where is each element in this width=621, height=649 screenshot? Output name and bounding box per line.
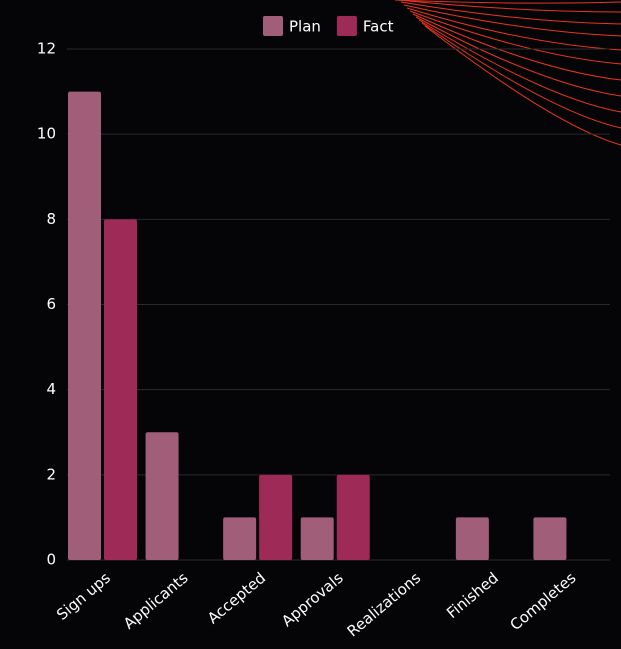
bar xyxy=(104,219,137,561)
y-tick-label: 0 xyxy=(46,551,56,569)
x-tick-label: Completes xyxy=(506,569,579,634)
y-tick-label: 6 xyxy=(46,295,56,313)
bar xyxy=(259,474,293,560)
y-tick-label: 10 xyxy=(37,125,56,143)
bar xyxy=(455,517,489,560)
bar xyxy=(300,517,334,560)
bar xyxy=(223,517,257,560)
y-tick-label: 8 xyxy=(46,210,56,228)
y-tick-label: 12 xyxy=(37,40,56,58)
x-tick-label: Applicants xyxy=(120,569,192,633)
y-tick-label: 2 xyxy=(46,465,56,483)
x-tick-label: Finished xyxy=(443,569,502,622)
bar xyxy=(533,517,567,560)
y-tick-label: 4 xyxy=(46,380,56,398)
x-tick-label: Realizations xyxy=(344,569,425,641)
x-tick-label: Sign ups xyxy=(53,569,114,624)
bar xyxy=(145,432,179,560)
decoration xyxy=(394,0,621,146)
x-tick-label: Accepted xyxy=(204,569,269,628)
legend-swatch xyxy=(263,16,283,36)
bar xyxy=(68,91,101,560)
x-tick-label: Approvals xyxy=(278,569,347,631)
bar xyxy=(336,474,370,560)
legend-label: Fact xyxy=(363,18,394,36)
legend-swatch xyxy=(336,16,357,36)
legend-label: Plan xyxy=(289,18,321,36)
